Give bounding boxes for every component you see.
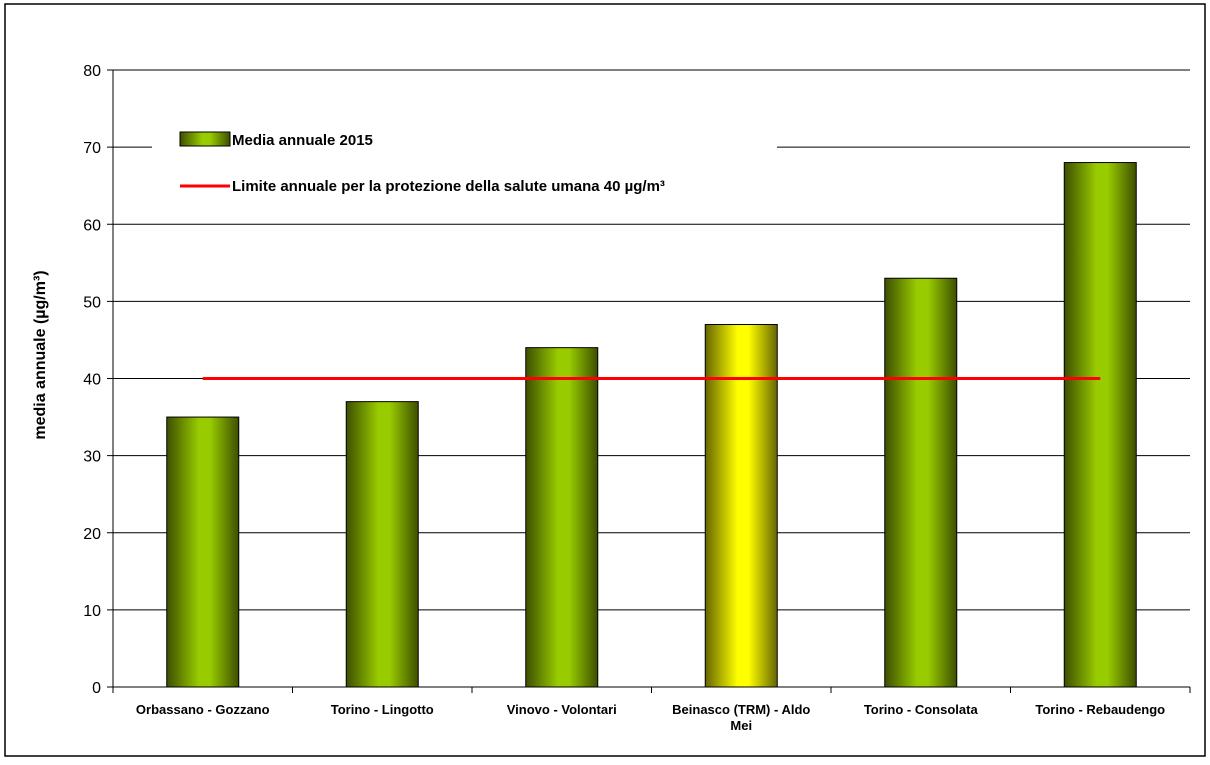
legend-label-line: Limite annuale per la protezione della s… xyxy=(232,178,665,195)
y-axis-label: media annuale (µg/m³) xyxy=(32,270,49,439)
x-category-label: Torino - Lingotto xyxy=(331,702,434,717)
bars xyxy=(166,162,1137,688)
y-tick-label: 20 xyxy=(83,526,101,543)
category-labels: Orbassano - Gozzano Torino - Lingotto Vino… xyxy=(136,702,1165,733)
bar-vinovo-volontari xyxy=(525,347,599,688)
bar-orbassano-gozzano xyxy=(166,416,240,688)
y-tick-label: 30 xyxy=(83,449,101,466)
gridlines xyxy=(113,69,1190,611)
x-category-label: Orbassano - Gozzano xyxy=(136,702,270,717)
y-tick-label: 60 xyxy=(83,217,101,234)
y-tick-label: 40 xyxy=(83,372,101,389)
y-tick-label: 80 xyxy=(83,63,101,80)
bar-beinasco-trm-aldo-mei xyxy=(704,324,778,688)
x-category-label: Vinovo - Volontari xyxy=(507,702,617,717)
axes: 0 10 20 30 40 50 60 70 80 xyxy=(83,63,1191,697)
y-tick-label: 70 xyxy=(83,140,101,157)
bar-torino-lingotto xyxy=(345,401,419,688)
y-tick-label: 10 xyxy=(83,603,101,620)
x-category-label: Torino - Consolata xyxy=(864,702,979,717)
y-tick-label: 50 xyxy=(83,294,101,311)
x-category-label: Torino - Rebaudengo xyxy=(1035,702,1165,717)
legend-label-bar: Media annuale 2015 xyxy=(232,132,373,149)
bar-torino-consolata xyxy=(884,277,958,688)
legend-background xyxy=(152,120,777,200)
legend: Media annuale 2015 Limite annuale per la… xyxy=(152,120,777,200)
y-tick-label: 0 xyxy=(92,680,101,697)
legend-swatch-bar xyxy=(179,131,231,147)
bar-torino-rebaudengo xyxy=(1063,162,1137,688)
x-category-label: Beinasco (TRM) - Aldo Mei xyxy=(672,702,810,733)
